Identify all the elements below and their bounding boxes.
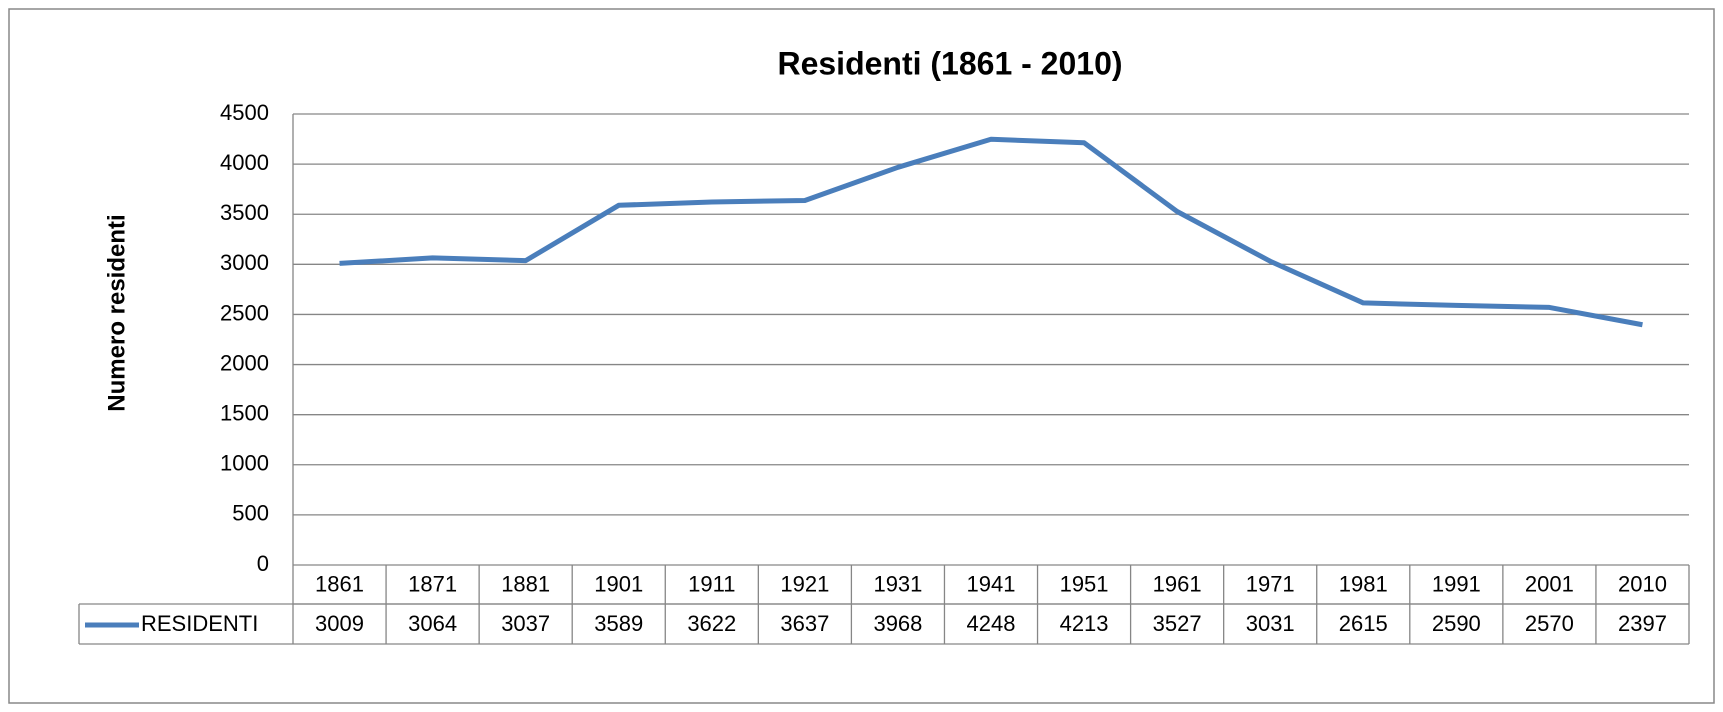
legend-label: RESIDENTI <box>141 611 258 636</box>
x-tick-label: 1861 <box>315 571 364 596</box>
y-tick-label: 4500 <box>220 100 269 125</box>
x-tick-label: 1921 <box>780 571 829 596</box>
data-table-value: 3009 <box>315 611 364 636</box>
data-table-value: 3527 <box>1153 611 1202 636</box>
data-table-value: 3037 <box>501 611 550 636</box>
data-table-value: 3637 <box>780 611 829 636</box>
x-tick-label: 1981 <box>1339 571 1388 596</box>
y-tick-label: 4000 <box>220 150 269 175</box>
y-tick-label: 0 <box>257 551 269 576</box>
x-tick-label: 1871 <box>408 571 457 596</box>
x-tick-label: 1931 <box>873 571 922 596</box>
data-table-value: 3622 <box>687 611 736 636</box>
y-tick-label: 2000 <box>220 350 269 375</box>
y-tick-label: 1500 <box>220 400 269 425</box>
x-tick-label: 1941 <box>967 571 1016 596</box>
data-table-value: 3031 <box>1246 611 1295 636</box>
data-table-value: 4213 <box>1060 611 1109 636</box>
y-tick-label: 1000 <box>220 451 269 476</box>
data-table-value: 2570 <box>1525 611 1574 636</box>
x-tick-label: 2001 <box>1525 571 1574 596</box>
x-tick-label: 1961 <box>1153 571 1202 596</box>
y-tick-label: 3500 <box>220 200 269 225</box>
x-tick-label: 1951 <box>1060 571 1109 596</box>
x-tick-label: 1901 <box>594 571 643 596</box>
data-table-value: 3968 <box>873 611 922 636</box>
data-table-value: 4248 <box>967 611 1016 636</box>
x-tick-label: 1911 <box>688 571 735 596</box>
data-table-value: 3589 <box>594 611 643 636</box>
y-tick-label: 3000 <box>220 250 269 275</box>
chart-title: Residenti (1861 - 2010) <box>777 45 1122 81</box>
y-tick-label: 2500 <box>220 300 269 325</box>
x-tick-label: 2010 <box>1618 571 1667 596</box>
y-axis-label: Numero residenti <box>103 214 130 411</box>
y-tick-label: 500 <box>232 501 269 526</box>
x-tick-label: 1971 <box>1246 571 1295 596</box>
data-table-value: 3064 <box>408 611 457 636</box>
x-tick-label: 1881 <box>501 571 550 596</box>
data-table-value: 2590 <box>1432 611 1481 636</box>
data-table-value: 2397 <box>1618 611 1667 636</box>
x-tick-label: 1991 <box>1432 571 1481 596</box>
data-table-value: 2615 <box>1339 611 1388 636</box>
series-line <box>339 136 1643 328</box>
